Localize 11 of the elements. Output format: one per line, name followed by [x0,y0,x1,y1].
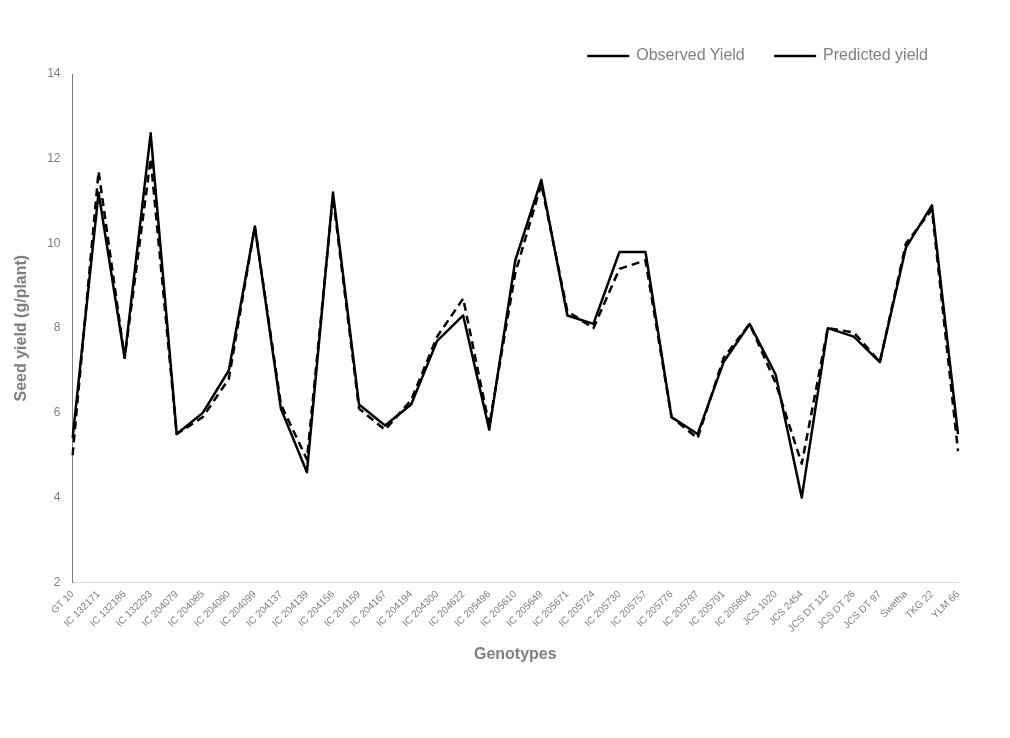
y-tick-label: 10 [47,235,61,250]
y-tick-label: 14 [47,66,61,81]
y-tick-label: 4 [53,489,61,504]
y-axis-title: Seed yield (g/plant) [12,254,30,402]
y-tick-label: 12 [47,151,61,166]
y-tick-label: 8 [53,320,61,335]
y-tick-label: 6 [53,405,61,420]
legend-label: Observed Yield [636,46,745,64]
y-tick-label: 2 [53,574,61,589]
x-axis-title: Genotypes [473,644,557,662]
legend-label: Predicted yield [823,46,929,64]
